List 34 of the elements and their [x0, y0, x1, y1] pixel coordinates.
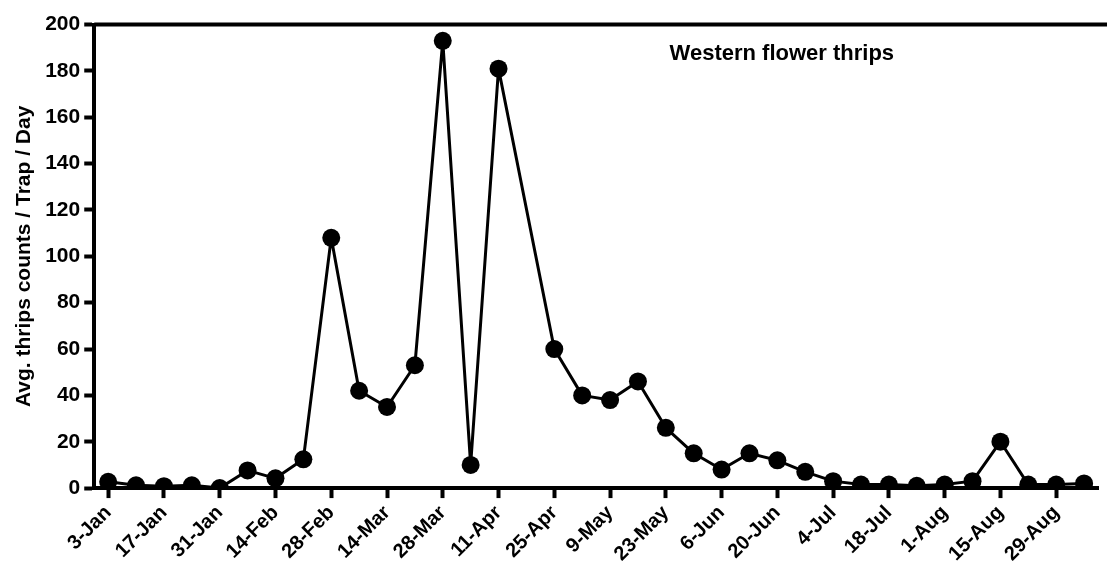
y-tick-label: 60: [56, 335, 81, 359]
point: [545, 340, 564, 359]
y-axis-title: Avg. thrips counts / Trap / Day: [11, 105, 35, 408]
point: [628, 372, 647, 391]
y-tick-label: 20: [56, 428, 81, 452]
y-tick-label: 100: [45, 243, 81, 267]
text: Western flower thrips: [669, 39, 895, 65]
y-tick-label: 80: [56, 289, 81, 313]
y-tick-label: 120: [45, 196, 81, 220]
point: [684, 444, 703, 463]
point: [573, 386, 592, 405]
y-tick-label: 0: [68, 474, 81, 498]
point: [433, 31, 452, 50]
point: [601, 391, 620, 410]
y-tick-label: 140: [45, 150, 81, 174]
point: [378, 397, 396, 416]
point: [294, 450, 313, 469]
point: [768, 451, 787, 470]
point: [796, 462, 815, 481]
point: [656, 418, 675, 437]
point: [322, 228, 341, 247]
point: [238, 461, 257, 480]
point: [405, 356, 424, 375]
point: [712, 460, 731, 479]
point: [740, 444, 759, 463]
point: [350, 381, 369, 400]
point: [266, 469, 285, 488]
y-tick-label: 200: [45, 11, 81, 35]
point: [489, 59, 508, 78]
point: [461, 455, 480, 474]
point: [991, 432, 1010, 451]
y-tick-label: 160: [45, 104, 81, 128]
y-tick-label: 40: [56, 382, 81, 406]
y-tick-label: 180: [45, 57, 81, 81]
